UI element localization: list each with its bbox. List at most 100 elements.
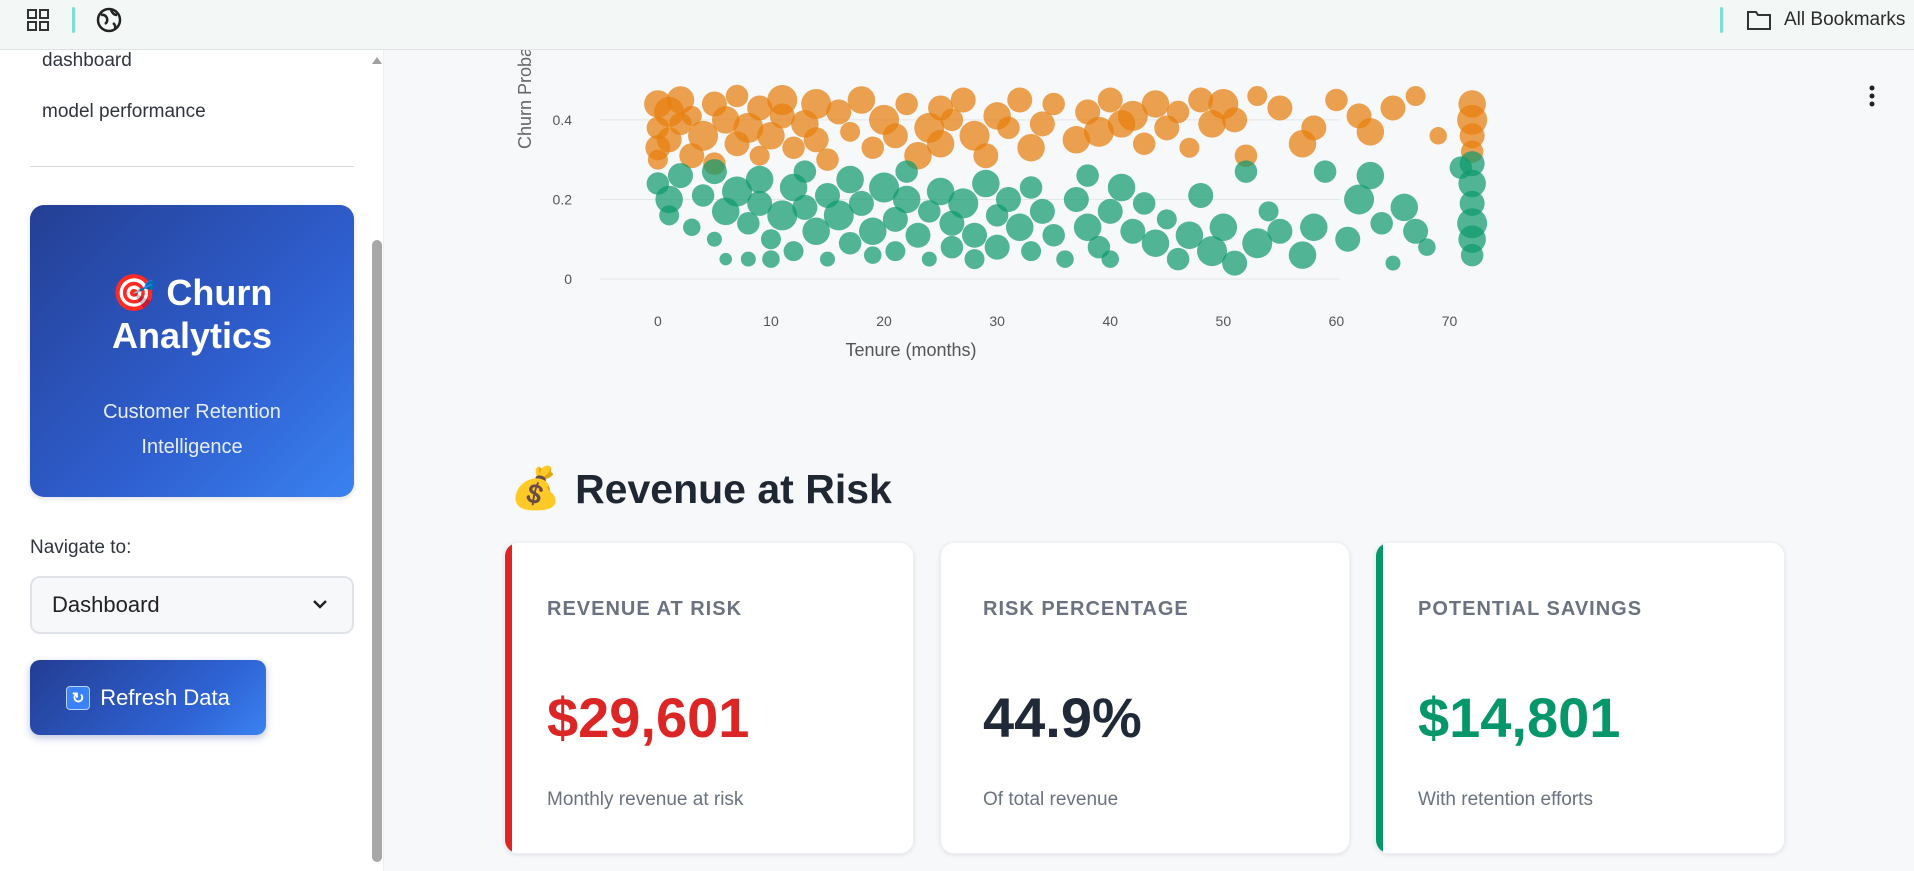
potential-savings-card: POTENTIAL SAVINGS $14,801 With retention… bbox=[1375, 542, 1785, 854]
scatter-point bbox=[882, 206, 908, 232]
scatter-point bbox=[688, 120, 719, 151]
scatter-point bbox=[1380, 95, 1406, 121]
scatter-point bbox=[997, 116, 1020, 140]
scatter-point bbox=[767, 85, 798, 115]
brand-title-text: Churn Analytics bbox=[111, 272, 273, 356]
y-tick-label: 0.4 bbox=[553, 112, 573, 128]
scatter-point bbox=[1356, 161, 1385, 190]
scatter-points bbox=[644, 84, 1488, 276]
scatter-point bbox=[681, 105, 702, 126]
scatter-point bbox=[973, 143, 999, 169]
sidebar-scrollbar-thumb[interactable] bbox=[372, 240, 382, 862]
scatter-point bbox=[725, 84, 749, 108]
scatter-point bbox=[760, 229, 781, 250]
scatter-point bbox=[882, 123, 908, 149]
all-bookmarks-button[interactable]: All Bookmarks bbox=[1746, 6, 1905, 34]
scatter-point bbox=[1300, 213, 1328, 242]
scroll-up-arrow-icon[interactable] bbox=[371, 54, 383, 66]
scatter-point bbox=[1076, 164, 1099, 187]
scatter-point bbox=[740, 251, 756, 267]
scatter-point bbox=[802, 217, 830, 246]
card-accent bbox=[505, 543, 512, 853]
scatter-point bbox=[803, 127, 829, 153]
scatter-point bbox=[701, 159, 727, 185]
nav-link-dashboard[interactable]: dashboard bbox=[42, 50, 132, 71]
scatter-point bbox=[918, 200, 941, 223]
scatter-point bbox=[1234, 160, 1258, 183]
brand-card: 🎯 Churn Analytics Customer Retention Int… bbox=[30, 205, 354, 497]
x-tick-label: 30 bbox=[989, 313, 1005, 329]
scatter-point bbox=[1019, 176, 1043, 199]
scatter-point bbox=[1222, 250, 1248, 276]
refresh-data-button[interactable]: ↻ Refresh Data bbox=[30, 660, 266, 735]
scatter-point bbox=[1370, 212, 1393, 235]
nav-link-model-performance[interactable]: model performance bbox=[42, 101, 206, 122]
scatter-point bbox=[1029, 111, 1055, 137]
scatter-point bbox=[745, 165, 774, 194]
scatter-point bbox=[792, 194, 818, 220]
card-label: POTENTIAL SAVINGS bbox=[1418, 598, 1643, 620]
apps-grid-icon[interactable] bbox=[26, 8, 52, 34]
scatter-point bbox=[826, 99, 852, 125]
scatter-point bbox=[950, 87, 976, 113]
scatter-point bbox=[762, 250, 780, 268]
scatter-point bbox=[749, 145, 770, 166]
section-title: 💰 Revenue at Risk bbox=[510, 465, 892, 513]
scatter-point bbox=[1017, 133, 1045, 162]
scatter-point bbox=[1390, 193, 1419, 222]
card-label: REVENUE AT RISK bbox=[547, 598, 743, 620]
globe-icon[interactable] bbox=[95, 6, 123, 34]
card-note: With retention efforts bbox=[1418, 789, 1593, 810]
scatter-point bbox=[1385, 255, 1401, 271]
scatter-point bbox=[858, 217, 887, 246]
scatter-point bbox=[1429, 127, 1447, 145]
scatter-point bbox=[1459, 123, 1485, 149]
scatter-point bbox=[1242, 228, 1273, 259]
scatter-point bbox=[1166, 100, 1190, 124]
x-tick-label: 20 bbox=[876, 313, 892, 329]
scatter-point bbox=[959, 120, 990, 151]
scatter-point bbox=[1062, 126, 1091, 154]
churn-scatter-chart: 0 0.2 0.4 0 10 20 30 40 50 60 70 Tenure (months) Chu… bbox=[515, 50, 1488, 360]
scatter-point bbox=[1197, 236, 1228, 267]
scatter-point bbox=[1405, 86, 1426, 107]
more-options-icon[interactable] bbox=[1868, 84, 1876, 108]
scatter-point bbox=[767, 200, 798, 231]
scatter-point bbox=[1258, 201, 1279, 222]
scatter-point bbox=[869, 172, 900, 203]
scatter-point bbox=[1267, 218, 1293, 244]
scatter-point bbox=[1083, 116, 1114, 147]
section-title-text: Revenue at Risk bbox=[575, 465, 892, 512]
scatter-point bbox=[964, 249, 985, 270]
scatter-point bbox=[816, 148, 839, 171]
target-icon: 🎯 bbox=[111, 272, 157, 313]
card-label: RISK PERCENTAGE bbox=[983, 598, 1189, 620]
scatter-point bbox=[1132, 132, 1156, 156]
scatter-point bbox=[995, 186, 1021, 212]
folder-icon bbox=[1747, 11, 1771, 30]
scatter-point bbox=[1418, 238, 1436, 256]
scatter-point bbox=[905, 222, 931, 248]
scatter-point bbox=[1097, 198, 1123, 224]
scatter-point bbox=[847, 86, 876, 114]
scatter-point bbox=[1460, 243, 1484, 267]
scatter-point bbox=[655, 185, 683, 214]
scatter-point bbox=[1313, 160, 1337, 183]
scatter-point bbox=[1063, 186, 1089, 212]
x-tick-label: 70 bbox=[1442, 313, 1458, 329]
scatter-point bbox=[1222, 107, 1248, 133]
navigate-select[interactable]: Dashboard bbox=[30, 576, 354, 634]
y-tick-label: 0 bbox=[564, 271, 572, 287]
scatter-point bbox=[706, 231, 722, 247]
scatter-point bbox=[1132, 192, 1156, 215]
scatter-point bbox=[1042, 223, 1065, 247]
scatter-point bbox=[1056, 250, 1074, 268]
scatter-point bbox=[1141, 229, 1170, 257]
scatter-point bbox=[659, 205, 680, 226]
scatter-point bbox=[962, 222, 988, 248]
scatter-point bbox=[1007, 87, 1033, 113]
bookmarks-separator bbox=[1720, 7, 1723, 33]
scatter-point bbox=[1179, 137, 1200, 158]
scatter-point bbox=[1101, 250, 1119, 268]
card-note: Monthly revenue at risk bbox=[547, 789, 744, 810]
